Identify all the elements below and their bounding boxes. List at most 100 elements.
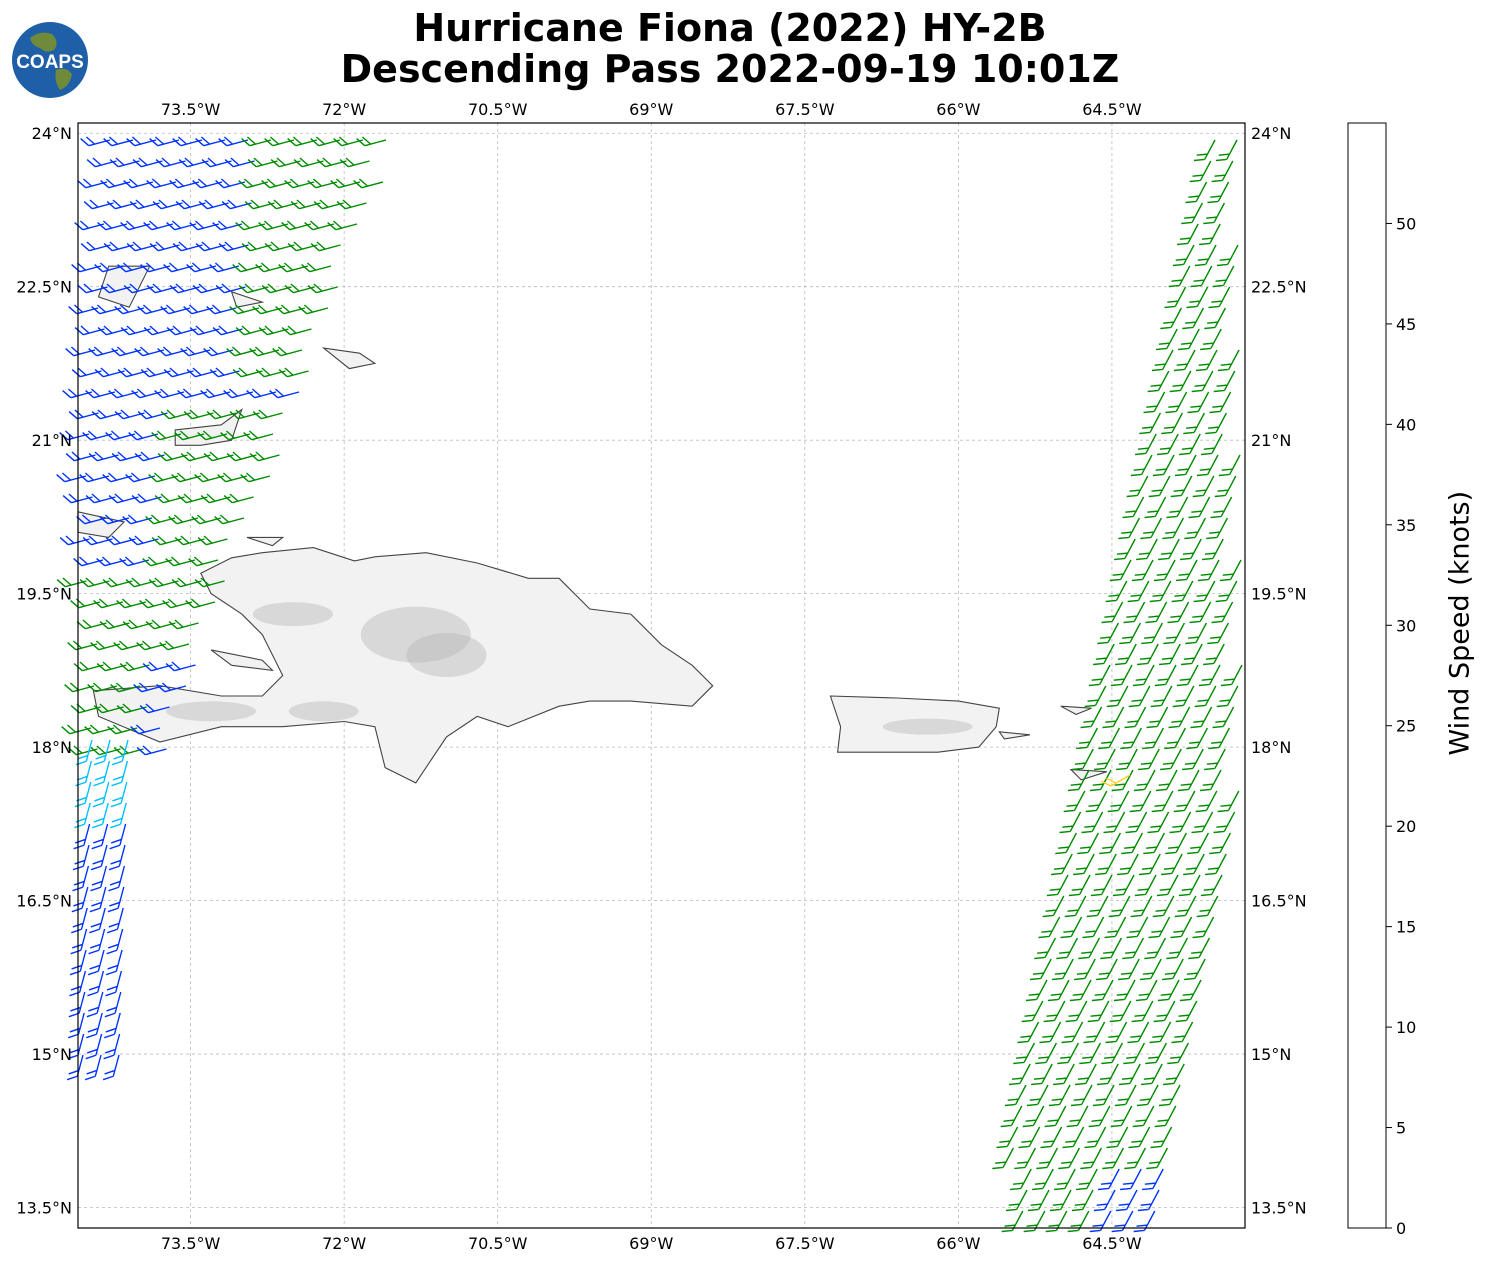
- vieques-island: [998, 731, 1031, 740]
- wind-barb: [1163, 1063, 1185, 1086]
- wind-barb: [1204, 748, 1226, 771]
- wind-barb: [159, 640, 190, 651]
- wind-barb: [1164, 727, 1187, 750]
- wind-barb: [1097, 622, 1120, 645]
- wind-barb: [1145, 1042, 1168, 1065]
- lon-tick-label-top: 64.5°W: [1082, 100, 1142, 119]
- wind-barb: [136, 745, 167, 756]
- wind-barb: [1036, 1147, 1059, 1170]
- wind-barb: [1135, 433, 1157, 456]
- lon-tick-label-bottom: 69°W: [629, 1234, 673, 1253]
- wind-barb: [1159, 643, 1181, 666]
- wind-barb: [1173, 790, 1196, 813]
- wind-barb: [1209, 391, 1232, 414]
- wind-barb: [316, 157, 347, 168]
- wind-barb: [1134, 874, 1157, 897]
- wind-barb: [177, 493, 208, 504]
- wind-barb: [80, 241, 111, 252]
- wind-barb: [1180, 538, 1202, 561]
- wind-barb: [1018, 1126, 1041, 1149]
- wind-barb: [284, 178, 315, 189]
- wind-barb: [1062, 1126, 1085, 1149]
- wind-barb: [1131, 559, 1154, 582]
- wind-barb: [203, 451, 234, 462]
- wind-barb: [1124, 706, 1147, 729]
- wind-barb: [1123, 1042, 1146, 1065]
- wind-barb: [126, 136, 157, 147]
- wind-barb: [142, 661, 173, 672]
- wind-barb: [143, 325, 174, 336]
- cuba-tip: [77, 511, 126, 538]
- wind-barb: [1162, 517, 1185, 540]
- wind-barb: [1186, 286, 1209, 309]
- wind-barb: [203, 346, 234, 357]
- wind-barb: [113, 745, 144, 756]
- wind-barb: [90, 865, 108, 892]
- wind-barb: [1133, 769, 1156, 792]
- wind-barb: [241, 136, 272, 147]
- wind-barb: [1208, 286, 1231, 309]
- wind-barb: [1082, 916, 1105, 939]
- wind-barb: [1064, 895, 1087, 918]
- wind-barb: [304, 220, 335, 231]
- wind-barb: [1217, 790, 1240, 813]
- wind-barb: [160, 304, 191, 315]
- wind-barb: [1067, 769, 1090, 792]
- wind-barb: [180, 346, 211, 357]
- wind-barb: [1086, 895, 1109, 918]
- wind-barb: [1190, 265, 1213, 288]
- wind-barb: [1185, 181, 1208, 204]
- lon-tick-label-bottom: 73.5°W: [161, 1234, 221, 1253]
- wind-barb: [132, 157, 163, 168]
- wind-barb: [1107, 790, 1130, 813]
- wind-barb: [215, 178, 246, 189]
- wind-barb: [1116, 748, 1138, 771]
- wind-barb: [68, 991, 86, 1018]
- wind-barb: [1179, 433, 1201, 456]
- colorbar-tick-label: 25: [1396, 717, 1416, 736]
- wind-barb: [56, 472, 87, 483]
- wind-barb: [1139, 853, 1161, 876]
- wind-barb: [99, 619, 130, 630]
- lon-tick-label-top: 73.5°W: [161, 100, 221, 119]
- wind-barb: [353, 178, 384, 189]
- wind-barb: [1092, 1084, 1115, 1107]
- colorbar-tick-label: 35: [1396, 516, 1416, 535]
- wind-barb: [339, 157, 370, 168]
- wind-barb: [1110, 1105, 1133, 1128]
- wind-barb: [1216, 244, 1239, 267]
- wind-barb: [247, 157, 278, 168]
- wind-barb: [1208, 727, 1231, 750]
- wind-barb: [1151, 349, 1174, 372]
- wind-barb: [1109, 1000, 1132, 1023]
- wind-barb: [336, 199, 367, 210]
- wind-barb: [1204, 307, 1227, 330]
- wind-barb: [109, 157, 140, 168]
- wind-barb: [83, 199, 114, 210]
- lat-tick-label-left: 19.5°N: [16, 585, 72, 604]
- wind-barb: [1176, 664, 1199, 687]
- wind-barb: [1147, 370, 1170, 393]
- wind-barb: [1122, 496, 1145, 519]
- wind-barb: [1106, 685, 1129, 708]
- wind-barb: [1117, 853, 1139, 876]
- tortuga-island: [246, 536, 285, 547]
- wind-barb: [1085, 790, 1108, 813]
- terrain-shade: [360, 606, 471, 663]
- wind-barb: [96, 661, 127, 672]
- wind-barb: [310, 136, 341, 147]
- wind-barb: [1157, 979, 1180, 1002]
- wind-barb: [87, 970, 105, 997]
- axis-tick-labels: 73.5°W 73.5°W 72°W 72°W 70.5°W 70.5°W 69°W 69°W…: [16, 100, 1306, 1253]
- wind-barb: [1183, 853, 1205, 876]
- wind-barb: [209, 367, 240, 378]
- wind-barb: [298, 304, 329, 315]
- wind-barb: [1136, 538, 1158, 561]
- wind-barb: [1188, 937, 1211, 960]
- wind-barb: [1022, 1105, 1045, 1128]
- wind-barb: [109, 823, 127, 850]
- wind-barb: [1200, 874, 1223, 897]
- lat-tick-label-left: 22.5°N: [16, 278, 72, 297]
- wind-barb: [114, 409, 145, 420]
- wind-barb: [1084, 685, 1107, 708]
